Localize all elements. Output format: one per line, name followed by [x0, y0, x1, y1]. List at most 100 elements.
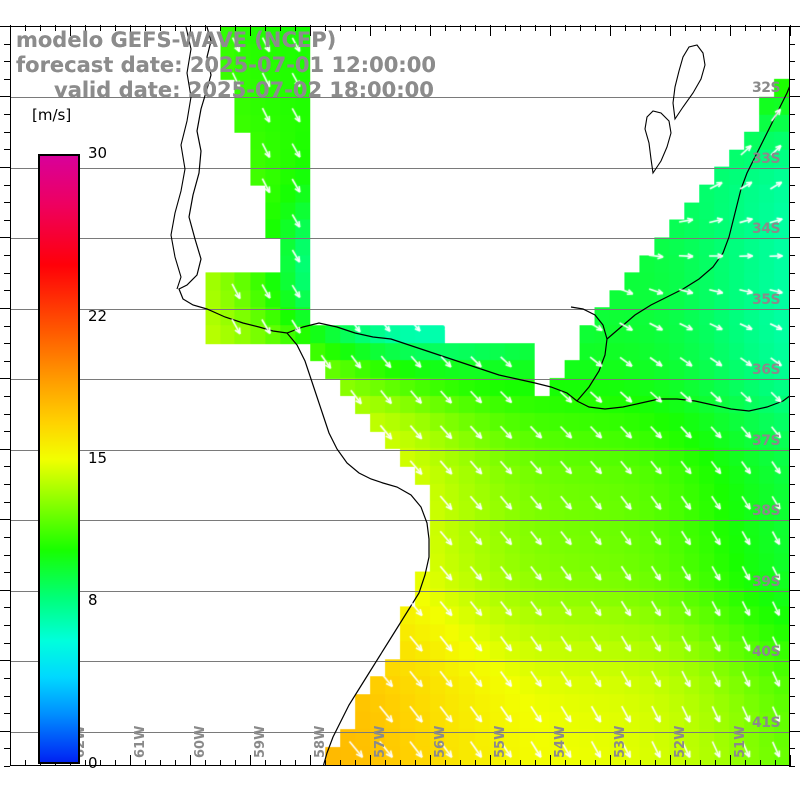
axis-tick [4, 132, 10, 133]
axis-tick [4, 643, 10, 644]
axis-tick [4, 484, 10, 485]
axis-tick [730, 25, 731, 36]
axis-tick [655, 760, 656, 766]
axis-tick [280, 25, 281, 31]
axis-tick [4, 466, 10, 467]
axis-tick [789, 449, 800, 450]
wind-vector-arrows [11, 27, 789, 765]
axis-tick [4, 766, 10, 767]
axis-tick [4, 185, 10, 186]
axis-tick [415, 25, 416, 31]
axis-tick [445, 25, 446, 31]
axis-tick [0, 731, 10, 732]
latitude-label: 34S [752, 221, 781, 238]
axis-tick [775, 25, 776, 31]
axis-tick [4, 114, 10, 115]
longitude-label: 60W [193, 725, 208, 758]
axis-tick [4, 696, 10, 697]
axis-tick [610, 755, 611, 766]
axis-tick [789, 149, 795, 150]
axis-tick [789, 26, 800, 27]
axis-tick [550, 25, 551, 36]
axis-tick [115, 25, 116, 31]
axis-tick [0, 660, 10, 661]
longitude-label: 54W [553, 725, 568, 758]
axis-tick [789, 255, 795, 256]
axis-tick [265, 760, 266, 766]
axis-tick [235, 760, 236, 766]
axis-tick [580, 25, 581, 31]
axis-tick [145, 25, 146, 31]
latitude-label: 39S [752, 573, 781, 590]
axis-tick [85, 760, 86, 766]
longitude-label: 56W [433, 725, 448, 758]
axis-tick [789, 237, 800, 238]
axis-tick [4, 396, 10, 397]
axis-tick [789, 537, 795, 538]
axis-tick [250, 755, 251, 766]
axis-tick [355, 25, 356, 31]
latitude-label: 41S [752, 714, 781, 731]
axis-tick [789, 396, 795, 397]
axis-tick [655, 25, 656, 31]
axis-tick [340, 25, 341, 31]
axis-tick [0, 167, 10, 168]
axis-tick [310, 25, 311, 36]
axis-tick [4, 202, 10, 203]
axis-tick [685, 760, 686, 766]
axis-tick [775, 760, 776, 766]
axis-tick [789, 625, 795, 626]
axis-tick [4, 678, 10, 679]
axis-tick [175, 25, 176, 31]
axis-tick [10, 755, 11, 766]
axis-tick [789, 607, 795, 608]
axis-tick [220, 760, 221, 766]
axis-tick [789, 431, 795, 432]
axis-tick [789, 361, 795, 362]
axis-tick [4, 149, 10, 150]
axis-tick [730, 755, 731, 766]
axis-tick [70, 25, 71, 36]
axis-tick [789, 167, 800, 168]
axis-tick [205, 25, 206, 31]
axis-tick [640, 25, 641, 31]
axis-tick [640, 760, 641, 766]
axis-tick [475, 25, 476, 31]
axis-tick [789, 484, 795, 485]
axis-tick [100, 25, 101, 31]
axis-tick [595, 760, 596, 766]
axis-tick [610, 25, 611, 36]
axis-tick [4, 748, 10, 749]
axis-tick [4, 44, 10, 45]
longitude-label: 52W [673, 725, 688, 758]
axis-tick [0, 378, 10, 379]
right-tick-rail [789, 26, 800, 767]
colorbar-tick-label: 22 [88, 306, 108, 325]
colorbar-tick-label: 8 [88, 591, 98, 610]
axis-tick [430, 25, 431, 36]
axis-tick [789, 378, 800, 379]
axis-tick [789, 79, 795, 80]
axis-tick [115, 760, 116, 766]
axis-tick [790, 25, 791, 36]
axis-tick [789, 132, 795, 133]
longitude-label: 51W [733, 725, 748, 758]
latitude-label: 40S [752, 644, 781, 661]
axis-tick [789, 61, 795, 62]
axis-tick [325, 25, 326, 31]
axis-tick [4, 502, 10, 503]
axis-tick [40, 25, 41, 31]
latitude-label: 32S [752, 80, 781, 97]
axis-tick [190, 755, 191, 766]
axis-tick [789, 748, 795, 749]
axis-tick [4, 361, 10, 362]
axis-tick [235, 25, 236, 31]
axis-tick [370, 25, 371, 36]
map-plot-area[interactable] [10, 26, 790, 766]
axis-tick [130, 755, 131, 766]
axis-tick [490, 755, 491, 766]
axis-tick [130, 25, 131, 36]
axis-tick [789, 290, 795, 291]
axis-tick [265, 25, 266, 31]
